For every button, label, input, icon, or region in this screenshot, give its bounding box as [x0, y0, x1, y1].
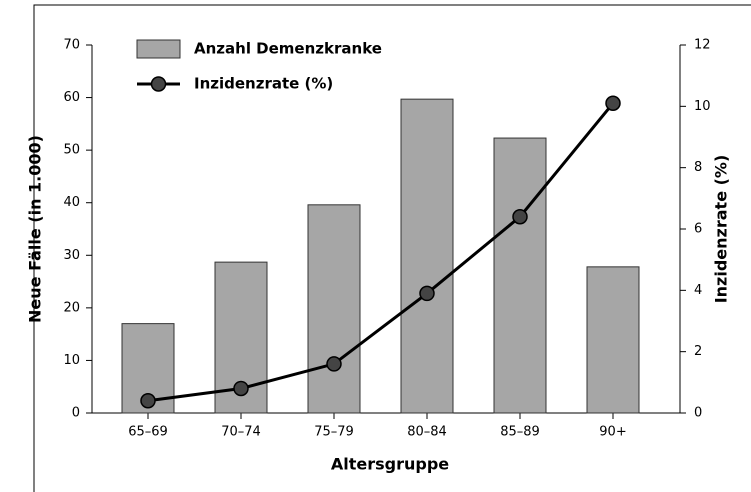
- frame: [33, 4, 751, 492]
- y-tick-label: 50: [63, 143, 80, 158]
- x-axis-label: Altersgruppe: [331, 455, 449, 474]
- x-tick-label: 90+: [599, 425, 626, 440]
- line-point: [140, 392, 156, 409]
- y-tick-label: 70: [63, 38, 80, 53]
- line-point: [233, 380, 249, 397]
- y2-tick-label: 4: [694, 283, 702, 298]
- y2-axis-label: Inzidenzrate (%): [712, 155, 731, 304]
- legend-swatch: [136, 39, 181, 59]
- line-point: [419, 285, 435, 302]
- bar: [400, 98, 454, 414]
- y-axis-label: Neue Fälle (in 1.000): [26, 135, 45, 323]
- y-tick-label: 10: [63, 353, 80, 368]
- bar: [307, 204, 361, 414]
- line-point: [512, 208, 528, 225]
- x-tick-label: 80–84: [407, 425, 447, 440]
- line-point: [605, 95, 621, 112]
- line-point: [326, 356, 342, 372]
- y-tick-label: 60: [63, 90, 80, 105]
- bar: [586, 266, 640, 414]
- y2-tick-label: 8: [694, 160, 702, 175]
- y-tick-label: 0: [72, 406, 80, 421]
- y-tick-label: 20: [63, 300, 80, 315]
- bar: [493, 137, 547, 414]
- legend-label: Anzahl Demenzkranke: [194, 40, 382, 58]
- x-tick-label: 85–89: [500, 425, 540, 440]
- y2-tick-label: 6: [694, 222, 702, 237]
- y2-tick-label: 10: [694, 99, 711, 114]
- y-tick-label: 40: [63, 195, 80, 210]
- x-tick-label: 65–69: [128, 425, 168, 440]
- line: [147, 102, 615, 403]
- y2-tick-label: 2: [694, 344, 702, 359]
- y-tick-label: 30: [63, 248, 80, 263]
- x-tick-label: 75–79: [314, 425, 354, 440]
- y2-tick-label: 12: [694, 38, 711, 53]
- y2-tick-label: 0: [694, 406, 702, 421]
- legend-swatch-point: [150, 76, 167, 92]
- x-tick-label: 70–74: [221, 425, 261, 440]
- legend-label: Inzidenzrate (%): [194, 75, 333, 93]
